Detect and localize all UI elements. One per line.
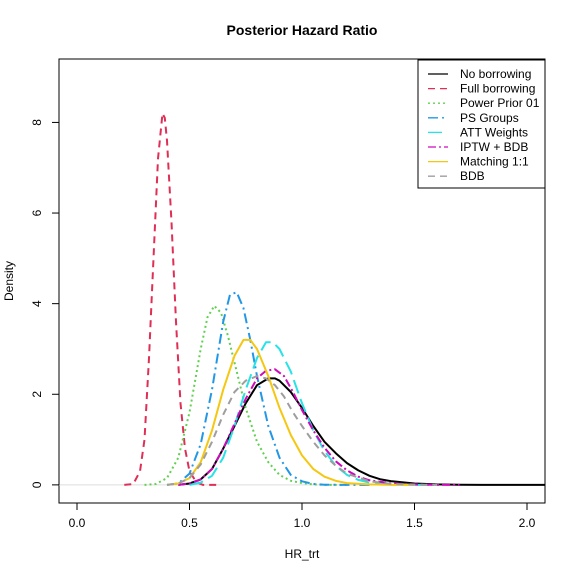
- legend-label-8: BDB: [460, 169, 485, 183]
- series-lines: [124, 112, 545, 486]
- x-axis: 0.0 0.5 1.0 1.5 2.0: [69, 502, 536, 530]
- legend-label-7: Matching 1:1: [460, 155, 529, 169]
- legend-label-4: PS Groups: [460, 111, 519, 125]
- y-axis: 0 2 4 6 8: [30, 119, 60, 488]
- series-line-5: [189, 341, 437, 486]
- legend-label-1: No borrowing: [460, 67, 531, 81]
- series-line-2: [124, 112, 217, 486]
- series-line-8: [166, 375, 438, 486]
- legend-label-6: IPTW + BDB: [460, 140, 528, 154]
- y-tick-label: 6: [30, 209, 44, 216]
- y-tick-label: 4: [30, 300, 44, 307]
- series-line-7: [166, 338, 415, 486]
- series-line-6: [178, 368, 460, 486]
- x-tick-label: 0.0: [69, 516, 86, 530]
- legend-label-3: Power Prior 01: [460, 96, 540, 110]
- y-tick-label: 2: [30, 391, 44, 398]
- x-tick-label: 2.0: [519, 516, 536, 530]
- chart-title: Posterior Hazard Ratio: [227, 22, 378, 38]
- x-axis-label: HR_trt: [285, 547, 320, 561]
- legend-label-5: ATT Weights: [460, 125, 528, 139]
- legend-label-2: Full borrowing: [460, 82, 535, 96]
- x-tick-label: 1.0: [294, 516, 311, 530]
- y-axis-label: Density: [2, 261, 16, 301]
- series-line-3: [144, 304, 347, 486]
- legend-box: [417, 59, 546, 189]
- y-tick-label: 0: [30, 481, 44, 488]
- x-tick-label: 1.5: [406, 516, 423, 530]
- x-tick-label: 0.5: [181, 516, 198, 530]
- y-tick-label: 8: [30, 119, 44, 126]
